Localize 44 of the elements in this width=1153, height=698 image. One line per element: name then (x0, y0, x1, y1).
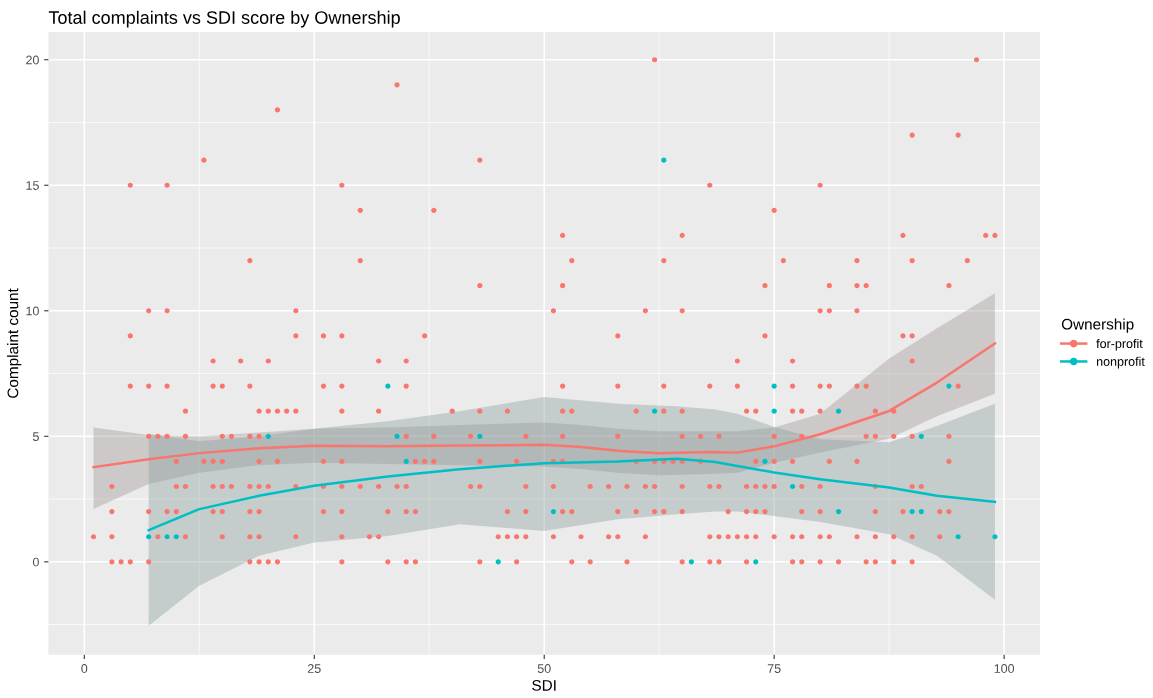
point (762, 458, 768, 465)
point (477, 433, 483, 439)
point (835, 408, 842, 414)
point (661, 157, 667, 163)
y-tick-label: 0 (32, 557, 39, 567)
point (173, 534, 179, 540)
y-axis-title: Complaint count (7, 288, 22, 398)
point (385, 383, 391, 389)
point (403, 458, 409, 465)
x-tick-label: 25 (307, 664, 321, 673)
point (652, 408, 658, 414)
point (495, 559, 501, 565)
point (992, 534, 998, 540)
point (946, 383, 952, 389)
line-series (92, 342, 997, 469)
point (753, 559, 759, 565)
chart-title: Total complaints vs SDI score by Ownership (48, 10, 400, 28)
point (146, 534, 152, 540)
legend-label: nonprofit (1097, 356, 1145, 369)
y-tick-label: 15 (26, 181, 39, 190)
point (789, 483, 796, 490)
point (394, 433, 400, 439)
line-series (147, 457, 997, 532)
x-axis-title: SDI (532, 679, 556, 691)
legend-title: Ownership (1061, 318, 1134, 333)
x-tick-label: 75 (767, 664, 781, 673)
y-tick-label: 5 (32, 432, 39, 441)
point (164, 534, 170, 540)
point (265, 433, 271, 439)
point (918, 509, 924, 515)
point (955, 534, 961, 540)
y-tick-label: 10 (26, 306, 39, 316)
y-tick-label: 20 (26, 55, 39, 65)
point (771, 383, 777, 389)
point (688, 559, 694, 565)
point (835, 509, 842, 515)
legend-label: for-profit (1096, 338, 1143, 351)
point (771, 408, 777, 414)
x-tick-label: 0 (81, 664, 88, 673)
point (550, 509, 557, 515)
point (909, 509, 915, 515)
x-tick-label: 100 (994, 664, 1015, 673)
point (918, 433, 924, 439)
x-tick-label: 50 (537, 664, 551, 673)
